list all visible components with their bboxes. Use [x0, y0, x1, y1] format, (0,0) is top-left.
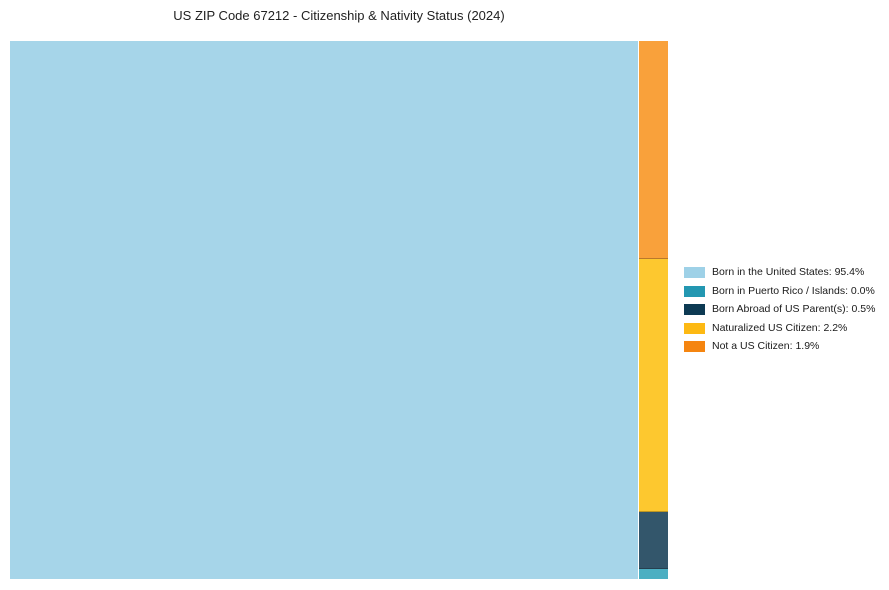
treemap-cell-born-in-puerto-rico-islands[interactable]: [639, 568, 668, 579]
legend-item-naturalized-us-citizen[interactable]: Naturalized US Citizen: 2.2%: [684, 321, 875, 334]
treemap-cell-not-a-us-citizen[interactable]: [639, 41, 668, 260]
legend-swatch-icon: [684, 341, 705, 352]
legend-label: Born Abroad of US Parent(s): 0.5%: [712, 303, 876, 315]
legend-swatch-icon: [684, 267, 705, 278]
legend-swatch-icon: [684, 322, 705, 334]
treemap-cell-born-in-united-states[interactable]: [10, 41, 638, 579]
treemap-plot: [10, 41, 668, 579]
legend-item-born-abroad-of-us-parents[interactable]: Born Abroad of US Parent(s): 0.5%: [684, 304, 875, 315]
legend-item-not-a-us-citizen[interactable]: Not a US Citizen: 1.9%: [684, 341, 875, 352]
chart-title: US ZIP Code 67212 - Citizenship & Nativi…: [173, 8, 505, 23]
legend-label: Naturalized US Citizen: 2.2%: [712, 321, 848, 334]
legend-label: Not a US Citizen: 1.9%: [712, 340, 820, 352]
legend-swatch-icon: [684, 285, 705, 297]
legend: Born in the United States: 95.4% Born in…: [684, 267, 875, 360]
legend-swatch-icon: [684, 304, 705, 315]
treemap-cell-born-abroad-of-us-parents[interactable]: [639, 511, 668, 569]
legend-item-born-in-puerto-rico-islands[interactable]: Born in Puerto Rico / Islands: 0.0%: [684, 284, 875, 297]
treemap-column: [639, 41, 668, 579]
legend-label: Born in the United States: 95.4%: [712, 266, 865, 278]
legend-label: Born in Puerto Rico / Islands: 0.0%: [712, 284, 875, 297]
legend-item-born-in-united-states[interactable]: Born in the United States: 95.4%: [684, 267, 875, 278]
treemap-cell-naturalized-us-citizen[interactable]: [639, 259, 668, 512]
